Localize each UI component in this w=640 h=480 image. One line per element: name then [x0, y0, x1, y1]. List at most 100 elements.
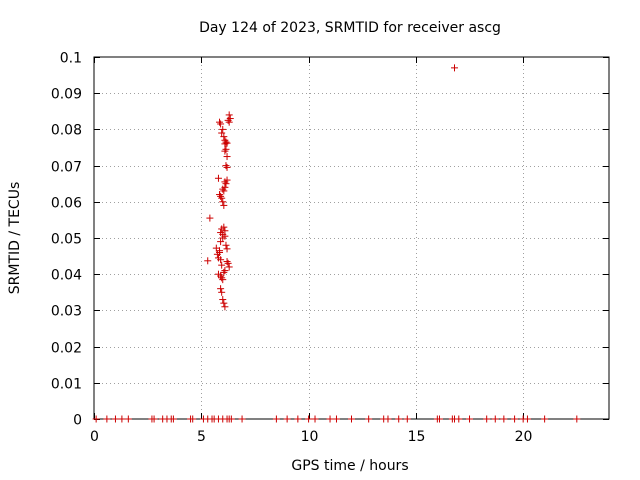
data-point	[225, 118, 233, 126]
y-tick-label: 0.04	[51, 268, 82, 284]
x-tick-label: 20	[515, 429, 533, 445]
data-point	[455, 415, 463, 423]
data-point	[305, 415, 313, 423]
data-point	[451, 64, 458, 72]
data-point	[103, 415, 111, 423]
data-point	[435, 415, 443, 423]
data-point	[384, 415, 392, 423]
data-point	[216, 248, 224, 256]
y-tick-label: 0.05	[51, 232, 82, 248]
data-point	[219, 198, 227, 206]
data-point	[219, 125, 227, 133]
data-point	[217, 192, 225, 200]
y-tick-label: 0	[73, 413, 82, 429]
data-point	[124, 415, 132, 423]
data-point	[216, 191, 224, 199]
data-point	[332, 415, 340, 423]
data-point	[218, 288, 226, 296]
y-tick-label: 0.02	[51, 341, 82, 357]
data-point	[348, 415, 355, 423]
data-point	[221, 147, 229, 155]
data-point	[223, 139, 231, 147]
data-point	[218, 274, 226, 282]
data-point	[219, 276, 227, 284]
x-tick-label: 15	[408, 429, 426, 445]
data-point	[217, 256, 225, 264]
data-point	[523, 415, 531, 423]
data-point	[224, 116, 232, 124]
data-point	[511, 415, 519, 423]
data-point	[217, 285, 225, 293]
point-layer	[92, 64, 581, 423]
data-point	[541, 415, 549, 423]
data-point	[223, 258, 231, 266]
data-point	[223, 245, 231, 253]
x-axis-label: GPS time / hours	[291, 458, 408, 474]
data-point	[225, 263, 233, 271]
data-point	[311, 415, 319, 423]
data-point	[206, 214, 214, 222]
data-point	[118, 415, 126, 423]
data-point	[169, 415, 177, 423]
data-point	[221, 303, 229, 311]
y-tick-label: 0.08	[51, 123, 82, 139]
data-point	[217, 272, 225, 280]
x-tick-label: 0	[90, 429, 99, 445]
data-point	[220, 133, 228, 141]
data-point	[214, 174, 222, 182]
data-point	[326, 415, 334, 423]
x-tick-label: 5	[197, 429, 206, 445]
data-point	[220, 268, 228, 276]
data-point	[220, 299, 228, 307]
data-point	[294, 415, 302, 423]
data-point	[365, 415, 373, 423]
y-tick-label: 0.07	[51, 160, 82, 176]
data-point	[466, 415, 474, 423]
data-point	[403, 415, 411, 423]
data-point	[217, 238, 225, 246]
y-tick-label: 0.09	[51, 87, 82, 103]
data-point	[217, 120, 225, 128]
data-point	[283, 415, 291, 423]
data-point	[224, 259, 232, 267]
data-point	[220, 201, 228, 209]
data-point	[222, 162, 230, 170]
tick-layer: 0 0.01 0.02 0.03 0.04 0.05 0.06 0.07 0.08 0.09 0.1…	[51, 51, 609, 445]
data-point	[491, 415, 499, 423]
data-point	[223, 163, 231, 171]
data-point	[222, 241, 230, 249]
data-point	[218, 194, 226, 202]
x-tick-label: 10	[301, 429, 319, 445]
data-point	[218, 261, 226, 269]
data-point	[220, 223, 228, 231]
data-point	[222, 145, 230, 153]
data-point	[221, 232, 229, 240]
data-point	[222, 138, 230, 146]
data-point	[225, 111, 233, 119]
data-point	[221, 267, 229, 275]
data-point	[218, 129, 226, 137]
data-point	[92, 415, 100, 423]
data-point	[223, 153, 231, 161]
data-point	[227, 415, 235, 423]
y-tick-label: 0.01	[51, 377, 82, 393]
data-point	[238, 415, 246, 423]
data-point	[204, 257, 212, 265]
data-point	[272, 415, 280, 423]
y-axis-label: SRMTID / TECUs	[7, 182, 23, 295]
y-tick-label: 0.1	[60, 51, 82, 67]
data-point	[150, 415, 158, 423]
data-point	[216, 118, 224, 126]
y-tick-label: 0.06	[51, 196, 82, 212]
data-point	[395, 415, 403, 423]
data-point	[220, 187, 228, 195]
grid-layer	[94, 57, 609, 419]
data-point	[483, 415, 491, 423]
data-point	[222, 180, 230, 188]
data-point	[189, 415, 197, 423]
data-point	[500, 415, 508, 423]
data-point	[221, 178, 229, 186]
data-point	[111, 415, 119, 423]
